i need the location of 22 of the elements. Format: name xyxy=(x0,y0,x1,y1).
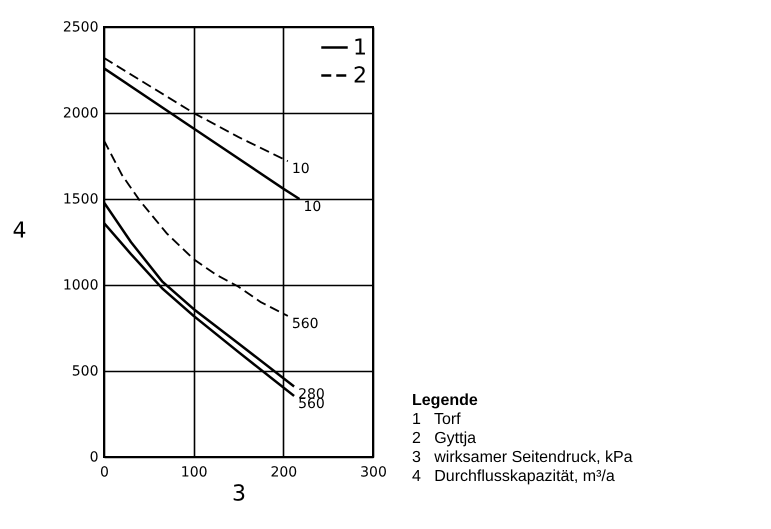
legend-label: 2 xyxy=(353,64,367,88)
x-tick-label: 0 xyxy=(100,464,109,480)
x-tick-label: 200 xyxy=(270,464,298,480)
x-tick-label: 100 xyxy=(180,464,208,480)
text: 2 Gyttja xyxy=(412,429,478,448)
text: 4 Durchflusskapazität, m³/a xyxy=(412,467,616,486)
text: Legende xyxy=(412,391,479,410)
annotation: 10 xyxy=(303,199,322,215)
legend-label: 1 xyxy=(353,36,367,60)
y-tick-label: 1500 xyxy=(62,192,98,208)
y-axis-title: 4 xyxy=(12,218,26,244)
text: 3 wirksamer Seitendruck, kPa xyxy=(412,448,633,467)
y-tick-label: 500 xyxy=(72,364,98,380)
y-tick-label: 0 xyxy=(90,450,98,466)
annotation: 10 xyxy=(292,161,310,178)
x-axis-title: 3 xyxy=(232,482,246,506)
x-tick-label: 300 xyxy=(360,464,387,480)
y-tick-label: 2500 xyxy=(62,20,98,36)
y-tick-label: 2000 xyxy=(62,106,98,122)
text: 1 Torf xyxy=(412,410,462,429)
y-tick-label: 1000 xyxy=(62,278,98,294)
annotation: 560 xyxy=(292,316,319,332)
